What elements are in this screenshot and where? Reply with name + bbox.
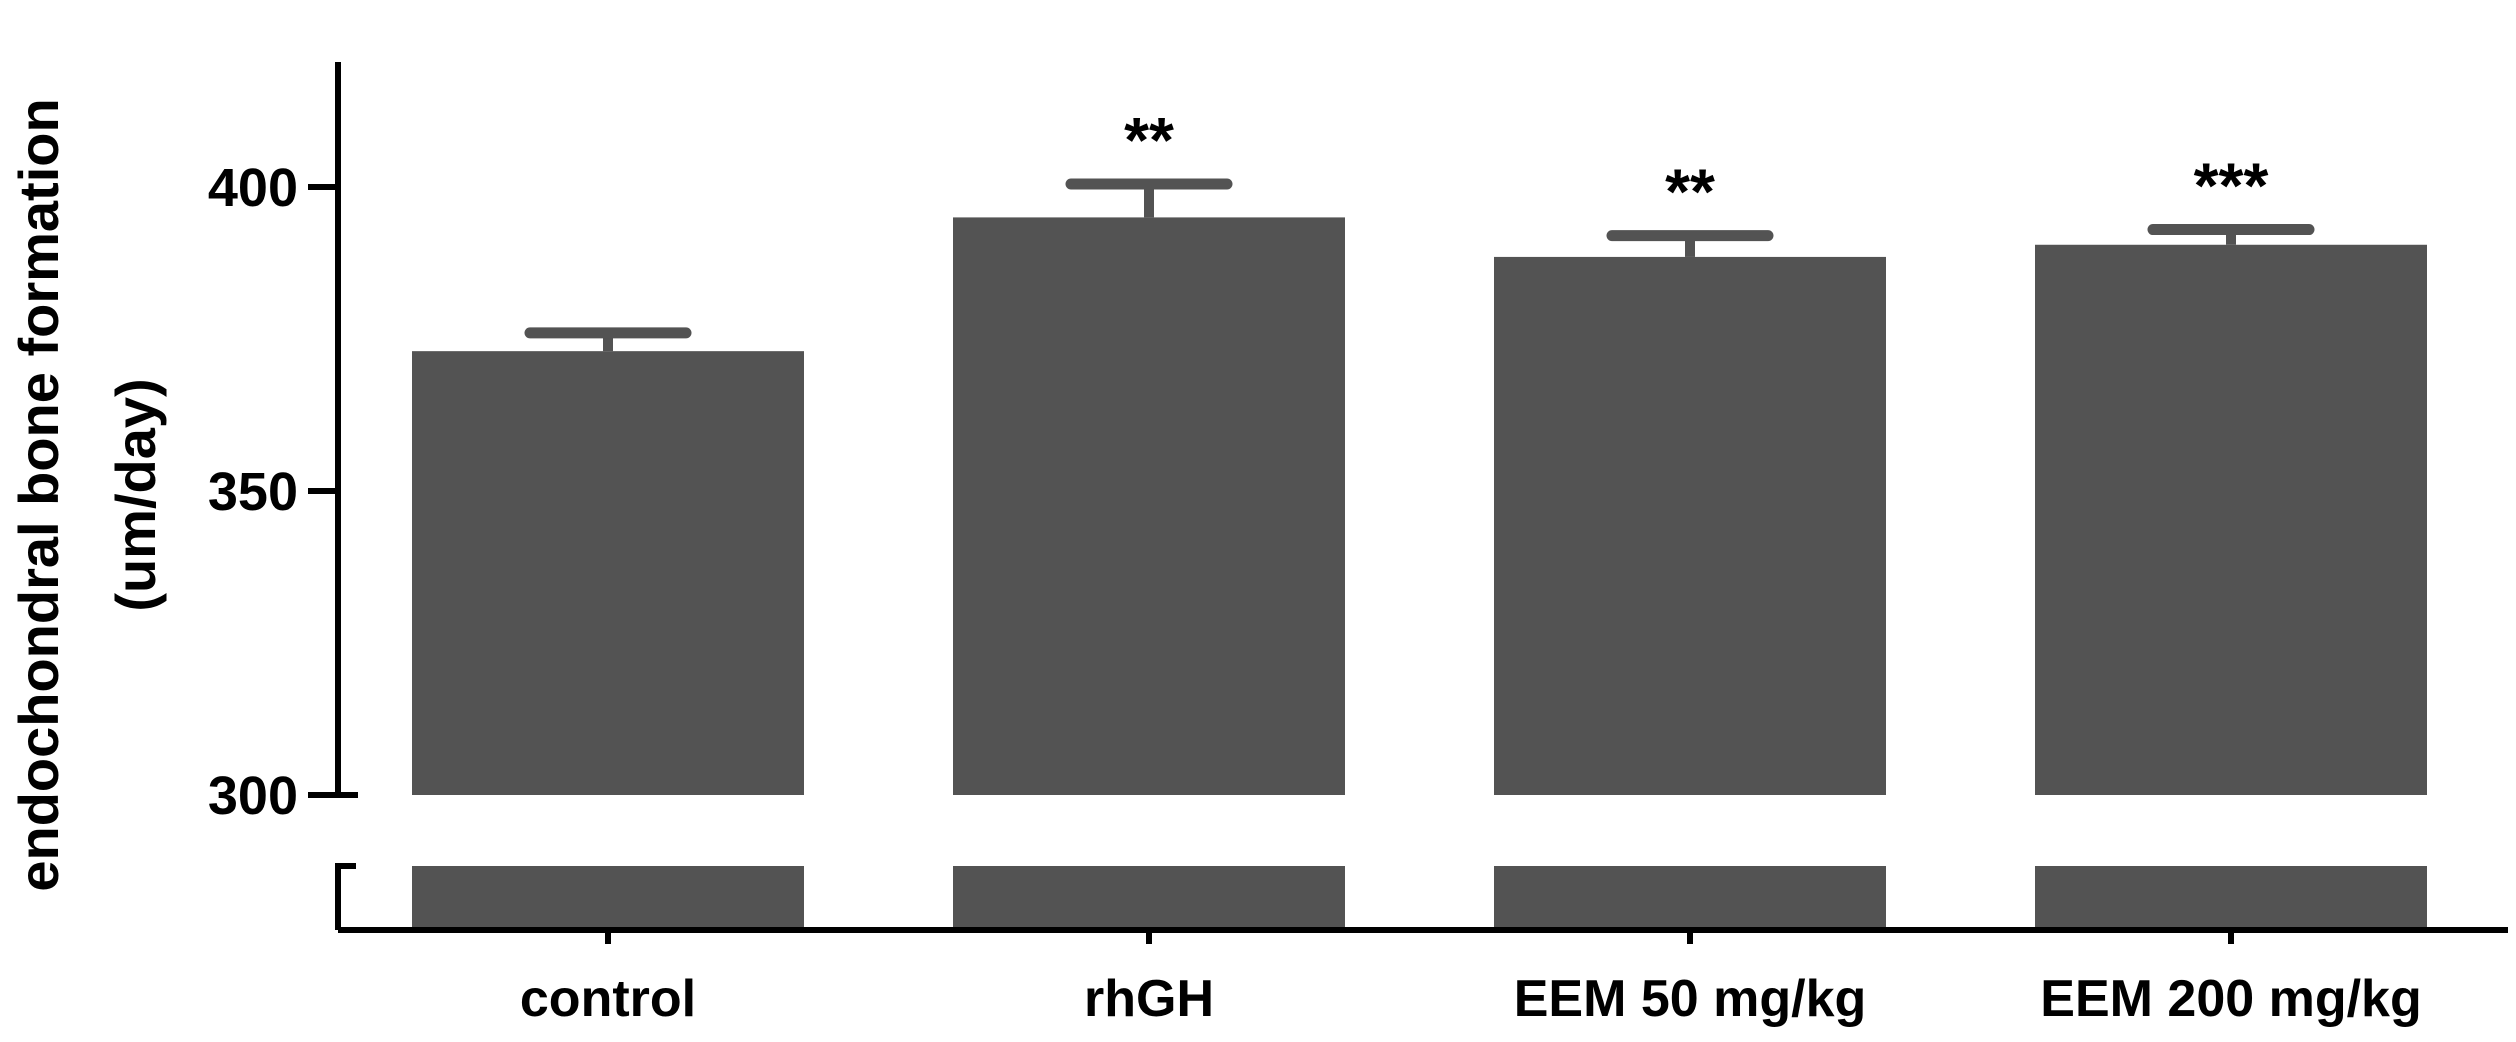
x-tick-label-3: EEM 200 mg/kg: [2040, 970, 2421, 1028]
y-axis-lower: [335, 863, 356, 930]
y-ticks: 300 350 400: [208, 158, 358, 826]
y-tick-label-0: 300: [208, 766, 298, 826]
y-axis-title-line1: endochondral bone formation: [7, 98, 70, 891]
x-tick-label-2: EEM 50 mg/kg: [1514, 970, 1867, 1028]
bar-lower-0: [412, 866, 804, 930]
bar-lower-2: [1494, 866, 1886, 930]
bars-lower-segment: [412, 866, 2427, 930]
x-tick-label-0: control: [520, 970, 696, 1028]
x-categories: control rhGH EEM 50 mg/kg EEM 200 mg/kg: [520, 970, 2422, 1028]
y-axis-title-line2: (um/day): [104, 378, 167, 611]
y-tick-label-2: 400: [208, 158, 298, 218]
significance-3: ***: [2194, 150, 2269, 222]
bar-lower-1: [953, 866, 1345, 930]
x-tick-label-1: rhGH: [1084, 970, 1214, 1028]
axes: [335, 62, 2508, 944]
bar-1: [953, 217, 1345, 795]
bar-0: [412, 351, 804, 795]
significance-markers: **** ***: [1124, 104, 2268, 228]
significance-2: **: [1665, 156, 1715, 228]
bar-lower-3: [2035, 866, 2427, 930]
error-bars: [524, 178, 2315, 352]
bar-2: [1494, 256, 1886, 795]
significance-1: **: [1124, 104, 1174, 176]
y-tick-label-1: 350: [208, 462, 298, 522]
bar-3: [2035, 244, 2427, 795]
bars-upper-segment: [412, 217, 2427, 795]
